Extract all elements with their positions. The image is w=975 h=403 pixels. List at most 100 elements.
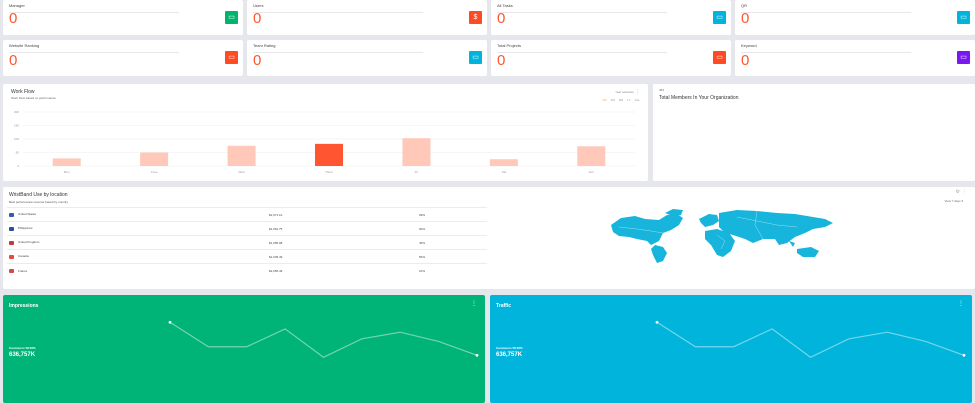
bar[interactable]	[577, 146, 606, 166]
tab-all[interactable]: ALL	[634, 98, 640, 102]
country-name: United Kingdom	[18, 240, 40, 245]
stat-value: 0	[9, 52, 18, 69]
stat-label: Team Rating	[253, 43, 276, 48]
x-tick-label: Tues	[151, 170, 158, 174]
amount-cell: $1,671.10	[267, 207, 417, 222]
sparkline-path	[169, 321, 478, 358]
divider	[9, 12, 179, 13]
stat-card-all-tasks: All Tasks 0 ▭	[491, 0, 731, 35]
table-row: Philippines $1,064.75 30%	[7, 221, 487, 236]
tab-1y[interactable]: 1Y	[626, 98, 631, 102]
bar[interactable]	[489, 159, 518, 166]
amount-cell: $1,055.98	[267, 235, 417, 250]
y-tick-label: 50	[16, 151, 20, 155]
y-tick-label: 100	[14, 137, 19, 141]
divider	[9, 52, 179, 53]
percent-cell: 45%	[417, 235, 487, 250]
dollar-icon[interactable]: $	[469, 11, 482, 24]
more-options-icon[interactable]: ⋮	[962, 189, 969, 195]
stat-label: Users	[253, 3, 264, 8]
flag-icon	[9, 226, 14, 231]
sparkline-point	[168, 320, 172, 324]
card-icon[interactable]: ▭	[713, 11, 726, 24]
stat-value: 0	[253, 52, 262, 69]
country-name: Canada	[18, 254, 29, 259]
country-name: France	[18, 268, 28, 273]
bar[interactable]	[140, 152, 169, 167]
stat-card-keyword: Keyword 0 ▭	[735, 40, 975, 76]
stat-value: 0	[497, 52, 506, 69]
bar[interactable]	[52, 158, 81, 166]
percent-cell: 50%	[417, 249, 487, 264]
card-icon[interactable]: ▭	[713, 51, 726, 64]
stat-value: 0	[497, 10, 506, 27]
settings-icon[interactable]: ⚙	[955, 189, 962, 195]
table-row: Canada $1,045.49 50%	[7, 249, 487, 264]
x-tick-label: Thurs	[325, 170, 333, 174]
world-map	[611, 209, 833, 263]
x-tick-label: Sat	[502, 170, 507, 174]
table-row: France $2,050.49 10%	[7, 263, 487, 278]
amount-cell: $1,045.49	[267, 249, 417, 264]
table-row: United States $1,671.10 39%	[7, 207, 487, 222]
workflow-panel: Work Flow Work Flow based on performance…	[3, 84, 648, 181]
amount-cell: $1,064.75	[267, 221, 417, 236]
flag-icon	[9, 254, 14, 259]
card-icon[interactable]: ▭	[469, 51, 482, 64]
tile-subtitle: Customers 58.56%	[496, 346, 523, 350]
card-icon[interactable]: ▭	[957, 51, 970, 64]
stat-value: 0	[741, 10, 750, 27]
impressions-sparkline	[168, 320, 479, 358]
bar[interactable]	[227, 145, 256, 166]
more-options-icon[interactable]: ⋮	[635, 89, 640, 95]
card-icon[interactable]: ▭	[957, 11, 970, 24]
stat-value: 0	[741, 52, 750, 69]
divider	[497, 52, 667, 53]
stat-label: Website Ranking	[9, 43, 40, 48]
x-tick-label: Wed	[239, 170, 245, 174]
range-tabs: 1W 1M 6M 1Y ALL	[602, 98, 640, 102]
panel-actions: ⚙⋮	[956, 189, 969, 195]
sparkline-path	[656, 321, 965, 358]
wristband-subtitle: Best performance revenue based by countr…	[9, 200, 69, 204]
tab-1w[interactable]: 1W	[602, 98, 607, 102]
stat-card-qr: QR 0 ▭	[735, 0, 975, 35]
sparkline-point	[475, 353, 479, 357]
location-table: United States $1,671.10 39% Philippines …	[7, 207, 487, 278]
bar[interactable]	[315, 143, 343, 166]
amount-cell: $2,050.49	[267, 263, 417, 278]
stat-label: Total Projects	[497, 43, 522, 48]
days-dropdown[interactable]: View 7 days ▾	[944, 199, 963, 203]
card-icon[interactable]: ▭	[225, 51, 238, 64]
tab-6m[interactable]: 6M	[618, 98, 623, 102]
flag-icon	[9, 240, 14, 245]
table-row: United Kingdom $1,055.98 45%	[7, 235, 487, 250]
sparkline-point	[962, 353, 966, 357]
stat-card-manager: Manager 0 ▭	[3, 0, 243, 35]
members-count: 463	[659, 88, 665, 92]
members-title: Total Members In Your Organization	[659, 95, 739, 101]
tile-value: 636,757K	[9, 352, 36, 358]
traffic-sparkline	[655, 320, 966, 358]
country-name: United States	[18, 212, 37, 217]
stat-card-users: Users 0 $	[247, 0, 487, 35]
tile-value: 636,757K	[496, 352, 523, 358]
more-options-icon[interactable]: ⋮	[958, 301, 964, 307]
tab-1m[interactable]: 1M	[610, 98, 615, 102]
bar[interactable]	[402, 138, 431, 166]
stat-label: Keyword	[741, 43, 757, 48]
sparkline-point	[655, 320, 659, 324]
year-select[interactable]: Year selection	[615, 90, 634, 94]
stat-card-team-rating: Team Rating 0 ▭	[247, 40, 487, 76]
stat-label: All Tasks	[497, 3, 513, 8]
workflow-bar-chart: 200 150 100 50 0 Mon Tues Wed Thurs Fri Sat Sun	[14, 110, 635, 174]
stat-label: Manager	[9, 3, 25, 8]
y-tick-label: 150	[14, 124, 19, 128]
card-icon[interactable]: ▭	[225, 11, 238, 24]
more-options-icon[interactable]: ⋮	[471, 301, 477, 307]
flag-icon	[9, 212, 14, 217]
y-tick-label: 0	[17, 164, 19, 168]
stat-card-total-projects: Total Projects 0 ▭	[491, 40, 731, 76]
tile-title: Traffic	[496, 303, 512, 309]
tile-title: Impressions	[9, 303, 39, 309]
